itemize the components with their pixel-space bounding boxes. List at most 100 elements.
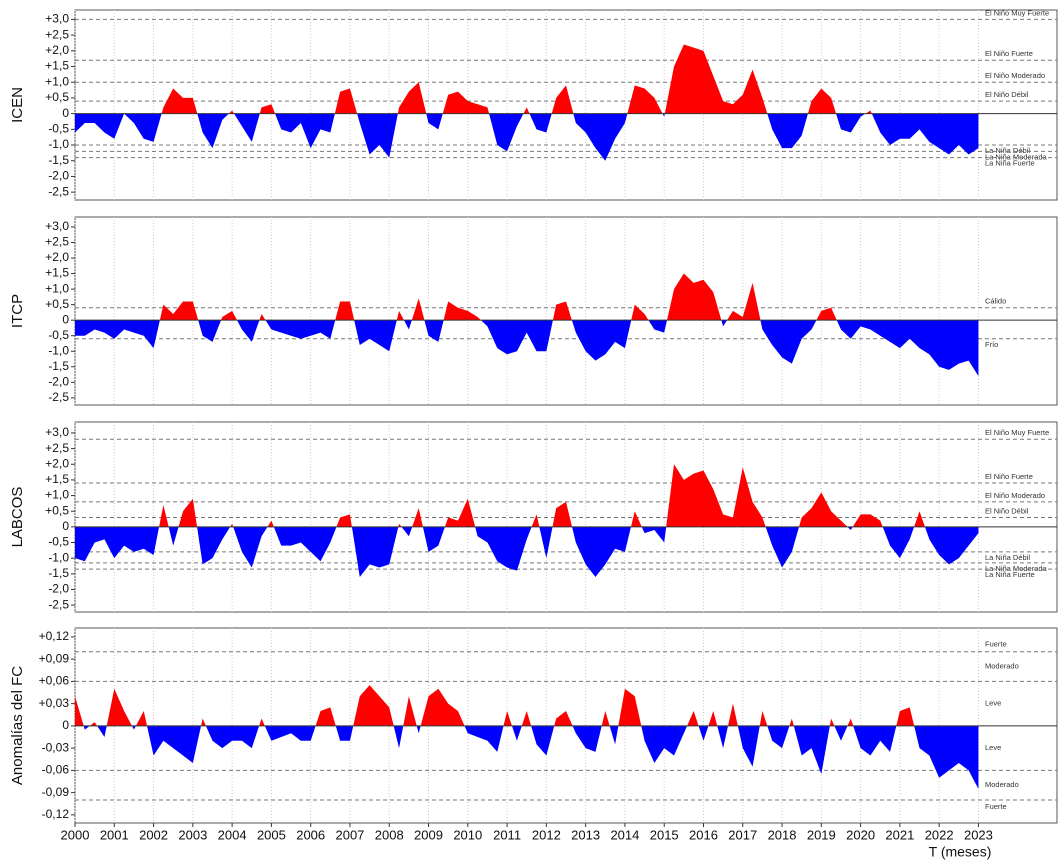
y-tick-label: 0 xyxy=(62,312,69,326)
y-tick-label: -0,09 xyxy=(42,785,70,799)
y-tick-label: +1,0 xyxy=(45,488,69,502)
y-axis-label: Anomalías del FC xyxy=(9,666,26,785)
threshold-label: Frío xyxy=(985,340,998,349)
threshold-label: El Niño Muy Fuerte xyxy=(985,428,1049,437)
x-tick-label: 2021 xyxy=(885,827,914,842)
threshold-label: El Niño Muy Fuerte xyxy=(985,8,1049,17)
y-tick-label: -0,5 xyxy=(48,328,69,342)
threshold-label: La Niña Fuerte xyxy=(985,570,1035,579)
band-label: Leve xyxy=(985,743,1001,752)
y-tick-label: +0,5 xyxy=(45,297,69,311)
y-tick-label: +0,5 xyxy=(45,90,69,104)
y-tick-label: -1,0 xyxy=(48,137,69,151)
anomaly-area xyxy=(75,273,979,377)
x-axis-label: T (meses) xyxy=(929,844,992,860)
threshold-label: El Niño Fuerte xyxy=(985,49,1033,58)
y-tick-label: +2,5 xyxy=(45,441,69,455)
y-tick-label: +1,0 xyxy=(45,281,69,295)
y-tick-label: +0,06 xyxy=(39,674,70,688)
x-tick-label: 2023 xyxy=(964,827,993,842)
threshold-label: Cálido xyxy=(985,297,1006,306)
y-axis-label: ICEN xyxy=(9,87,26,123)
x-tick-label: 2003 xyxy=(178,827,207,842)
x-tick-label: 2015 xyxy=(650,827,679,842)
band-label: Fuerte xyxy=(985,802,1007,811)
threshold-label: La Niña Fuerte xyxy=(985,159,1035,168)
anomaly-area xyxy=(75,464,979,577)
y-tick-label: 0 xyxy=(62,106,69,120)
y-tick-label: -2,5 xyxy=(48,597,69,611)
x-tick-label: 2022 xyxy=(925,827,954,842)
y-axis-label: ITCP xyxy=(9,294,26,328)
y-tick-label: +0,09 xyxy=(39,651,70,665)
x-tick-label: 2016 xyxy=(689,827,718,842)
y-tick-label: +0,03 xyxy=(39,696,70,710)
y-tick-label: +2,0 xyxy=(45,456,69,470)
x-tick-label: 2010 xyxy=(453,827,482,842)
x-tick-label: 2020 xyxy=(846,827,875,842)
y-tick-label: -2,0 xyxy=(48,374,69,388)
band-label: Leve xyxy=(985,699,1001,708)
threshold-label: El Niño Débil xyxy=(985,90,1029,99)
y-tick-label: +1,5 xyxy=(45,472,69,486)
x-tick-label: 2002 xyxy=(139,827,168,842)
anomaly-area xyxy=(75,685,979,789)
threshold-label: La Niña Moderada xyxy=(985,564,1048,573)
y-tick-label: -0,12 xyxy=(42,807,70,821)
threshold-label: El Niño Moderado xyxy=(985,491,1045,500)
y-tick-label: +2,0 xyxy=(45,250,69,264)
x-tick-label: 2007 xyxy=(335,827,364,842)
y-tick-label: +3,0 xyxy=(45,12,69,26)
y-tick-label: -1,5 xyxy=(48,359,69,373)
x-tick-label: 2000 xyxy=(61,827,90,842)
y-tick-label: +2,5 xyxy=(45,235,69,249)
y-tick-label: 0 xyxy=(62,519,69,533)
threshold-label: El Niño Fuerte xyxy=(985,472,1033,481)
y-tick-label: -0,03 xyxy=(42,740,70,754)
y-tick-label: -2,0 xyxy=(48,582,69,596)
y-tick-label: +2,5 xyxy=(45,27,69,41)
y-tick-label: -1,5 xyxy=(48,566,69,580)
y-tick-label: -0,5 xyxy=(48,535,69,549)
x-tick-label: 2008 xyxy=(375,827,404,842)
threshold-label: El Niño Moderado xyxy=(985,71,1045,80)
y-tick-label: 0 xyxy=(62,718,69,732)
y-tick-label: -1,5 xyxy=(48,153,69,167)
y-tick-label: +1,5 xyxy=(45,59,69,73)
x-tick-label: 2005 xyxy=(257,827,286,842)
y-tick-label: +0,5 xyxy=(45,503,69,517)
x-tick-label: 2012 xyxy=(532,827,561,842)
y-tick-label: -0,5 xyxy=(48,122,69,136)
x-tick-label: 2017 xyxy=(728,827,757,842)
y-axis-label: LABCOS xyxy=(9,487,26,548)
x-tick-label: 2001 xyxy=(100,827,129,842)
y-tick-label: -2,5 xyxy=(48,390,69,404)
y-tick-label: +0,12 xyxy=(39,629,70,643)
y-tick-label: +1,5 xyxy=(45,266,69,280)
x-tick-label: 2014 xyxy=(610,827,639,842)
x-tick-label: 2018 xyxy=(768,827,797,842)
y-tick-label: +3,0 xyxy=(45,425,69,439)
x-tick-label: 2019 xyxy=(807,827,836,842)
x-tick-label: 2011 xyxy=(493,827,521,842)
threshold-label: La Niña Débil xyxy=(985,146,1030,155)
y-tick-label: +2,0 xyxy=(45,43,69,57)
x-tick-label: 2004 xyxy=(218,827,247,842)
y-tick-label: -1,0 xyxy=(48,550,69,564)
band-label: Fuerte xyxy=(985,640,1007,649)
threshold-label: El Niño Débil xyxy=(985,506,1029,515)
band-label: Moderado xyxy=(985,780,1019,789)
band-label: Moderado xyxy=(985,662,1019,671)
y-tick-label: +3,0 xyxy=(45,219,69,233)
y-tick-label: -0,06 xyxy=(42,763,70,777)
x-tick-label: 2006 xyxy=(296,827,325,842)
plot-frame xyxy=(74,9,1058,201)
threshold-label: La Niña Débil xyxy=(985,553,1030,562)
threshold-label: La Niña Moderada xyxy=(985,152,1048,161)
anomaly-area xyxy=(75,44,979,161)
x-tick-label: 2013 xyxy=(571,827,600,842)
y-tick-label: +1,0 xyxy=(45,74,69,88)
y-tick-label: -2,0 xyxy=(48,169,69,183)
y-tick-label: -1,0 xyxy=(48,343,69,357)
